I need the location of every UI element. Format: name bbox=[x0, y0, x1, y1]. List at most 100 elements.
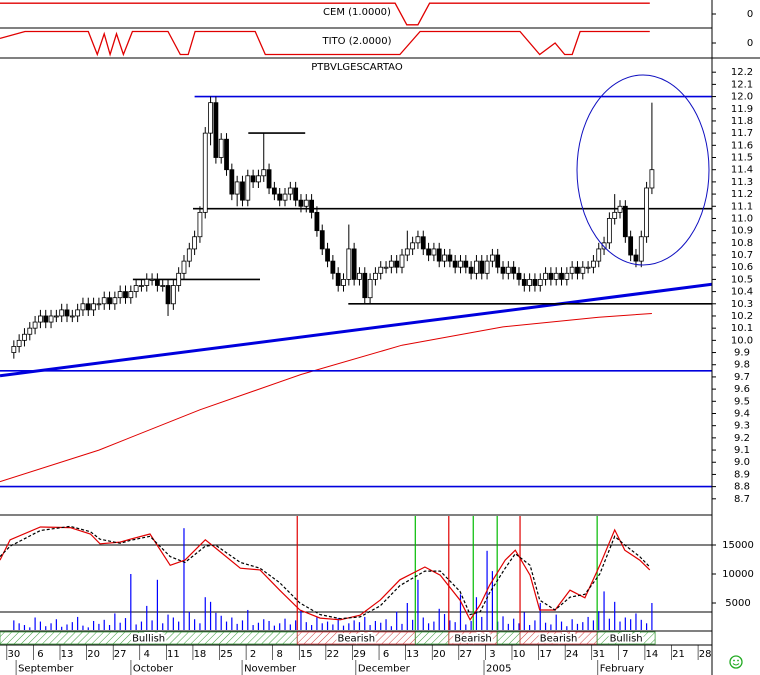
candle-body bbox=[527, 279, 533, 286]
candle-body bbox=[22, 333, 27, 341]
x-tick-label: 20 bbox=[87, 649, 100, 660]
candle-body bbox=[181, 260, 187, 274]
x-tick-label: 3 bbox=[489, 649, 495, 660]
candle-body bbox=[224, 138, 229, 171]
y-tick-label: 10.0 bbox=[731, 335, 753, 346]
smiley bbox=[729, 655, 743, 669]
candle-body bbox=[27, 327, 33, 335]
candle-body bbox=[64, 309, 70, 317]
y-tick-label: 12.2 bbox=[731, 67, 753, 78]
candle-body bbox=[601, 242, 607, 250]
candle-body bbox=[139, 285, 144, 287]
x-tick-label: 4 bbox=[144, 649, 150, 660]
y-tick-label: 11.6 bbox=[731, 140, 753, 151]
month-label: 2005 bbox=[486, 664, 511, 675]
x-tick-label: 14 bbox=[646, 649, 659, 660]
candle-body bbox=[436, 248, 442, 262]
candle-body bbox=[612, 211, 618, 219]
price-panel bbox=[0, 95, 712, 488]
candle-body bbox=[388, 260, 394, 268]
indicator-panels: CEM (1.0000) 0 TITO (2.0000) 0 bbox=[0, 2, 753, 57]
x-tick-label: 29 bbox=[353, 649, 366, 660]
y-tick-label: 11.2 bbox=[731, 189, 753, 200]
highlight-ellipse bbox=[576, 74, 710, 266]
candle-body bbox=[458, 260, 463, 268]
candle-body bbox=[383, 266, 389, 269]
candle-body bbox=[489, 254, 495, 262]
candle-body bbox=[303, 199, 309, 207]
x-tick-label: 31 bbox=[592, 649, 605, 660]
candle-body bbox=[399, 254, 405, 268]
y-tick-label: 9.1 bbox=[734, 445, 750, 456]
candle-body bbox=[69, 315, 75, 318]
y-tick-label: 12.1 bbox=[731, 79, 753, 90]
candle-body bbox=[192, 236, 198, 250]
candle-body bbox=[463, 260, 469, 268]
oscillator-line bbox=[0, 525, 651, 620]
candle-body bbox=[208, 102, 213, 134]
y-tick-label: 11.7 bbox=[731, 128, 753, 139]
candle-body bbox=[85, 303, 91, 311]
candle-body bbox=[474, 260, 479, 274]
trend-segment bbox=[414, 631, 450, 645]
candle-body bbox=[410, 242, 416, 250]
y-tick-label: 9.4 bbox=[734, 408, 750, 419]
trend-label: Bearish bbox=[540, 634, 578, 645]
x-tick-label: 22 bbox=[327, 649, 340, 660]
candle-body bbox=[218, 138, 224, 158]
candle-body bbox=[107, 297, 112, 305]
x-tick-label: 27 bbox=[459, 649, 472, 660]
candle-body bbox=[256, 175, 261, 183]
candle-body bbox=[298, 199, 304, 207]
x-tick-label: 17 bbox=[539, 649, 552, 660]
lower-tick-label: 10000 bbox=[722, 569, 754, 580]
candle-body bbox=[596, 248, 602, 262]
candle-body bbox=[144, 279, 150, 286]
candle-body bbox=[559, 272, 564, 280]
x-tick-label: 13 bbox=[406, 649, 419, 660]
candle-body bbox=[447, 254, 453, 262]
y-tick-label: 8.7 bbox=[734, 494, 750, 505]
candle-body bbox=[357, 272, 362, 280]
candle-body bbox=[202, 132, 208, 213]
month-label: November bbox=[244, 664, 297, 675]
candle-body bbox=[341, 279, 346, 286]
candle-body bbox=[229, 169, 235, 195]
x-tick-label: 10 bbox=[513, 649, 526, 660]
candle-body bbox=[505, 266, 511, 274]
candle-body bbox=[426, 248, 431, 256]
chart-title: PTBVLGESCARTAO bbox=[311, 62, 403, 73]
candle-body bbox=[521, 279, 527, 286]
candle-body bbox=[149, 279, 155, 281]
x-tick-label: 20 bbox=[433, 649, 446, 660]
lower-tick-label: 5000 bbox=[725, 598, 750, 609]
x-tick-label: 11 bbox=[167, 649, 180, 660]
candle-body bbox=[43, 315, 49, 323]
candle-body bbox=[101, 297, 107, 305]
candle-body bbox=[511, 266, 517, 274]
candle-body bbox=[415, 236, 421, 244]
y-tick-label: 11.0 bbox=[731, 213, 753, 224]
smiley-eye bbox=[733, 659, 735, 662]
y-tick-label: 10.6 bbox=[731, 262, 753, 273]
candle-body bbox=[580, 266, 586, 274]
indicator-tick-label: 0 bbox=[747, 9, 753, 20]
candle-body bbox=[80, 303, 86, 311]
candle-body bbox=[261, 169, 267, 177]
candle-body bbox=[128, 291, 134, 299]
candle-body bbox=[123, 291, 128, 299]
candle-body bbox=[117, 291, 123, 299]
x-tick-label: 28 bbox=[699, 649, 712, 660]
candle-body bbox=[112, 297, 118, 305]
y-tick-label: 10.3 bbox=[731, 299, 753, 310]
candle-body bbox=[48, 315, 54, 323]
candle-body bbox=[16, 339, 22, 347]
candle-body bbox=[484, 260, 490, 274]
candle-body bbox=[591, 260, 596, 268]
candle-body bbox=[160, 285, 166, 287]
y-tick-label: 11.4 bbox=[731, 165, 753, 176]
candle-body bbox=[213, 102, 219, 158]
candle-body bbox=[165, 285, 171, 305]
candle-body bbox=[633, 254, 639, 262]
